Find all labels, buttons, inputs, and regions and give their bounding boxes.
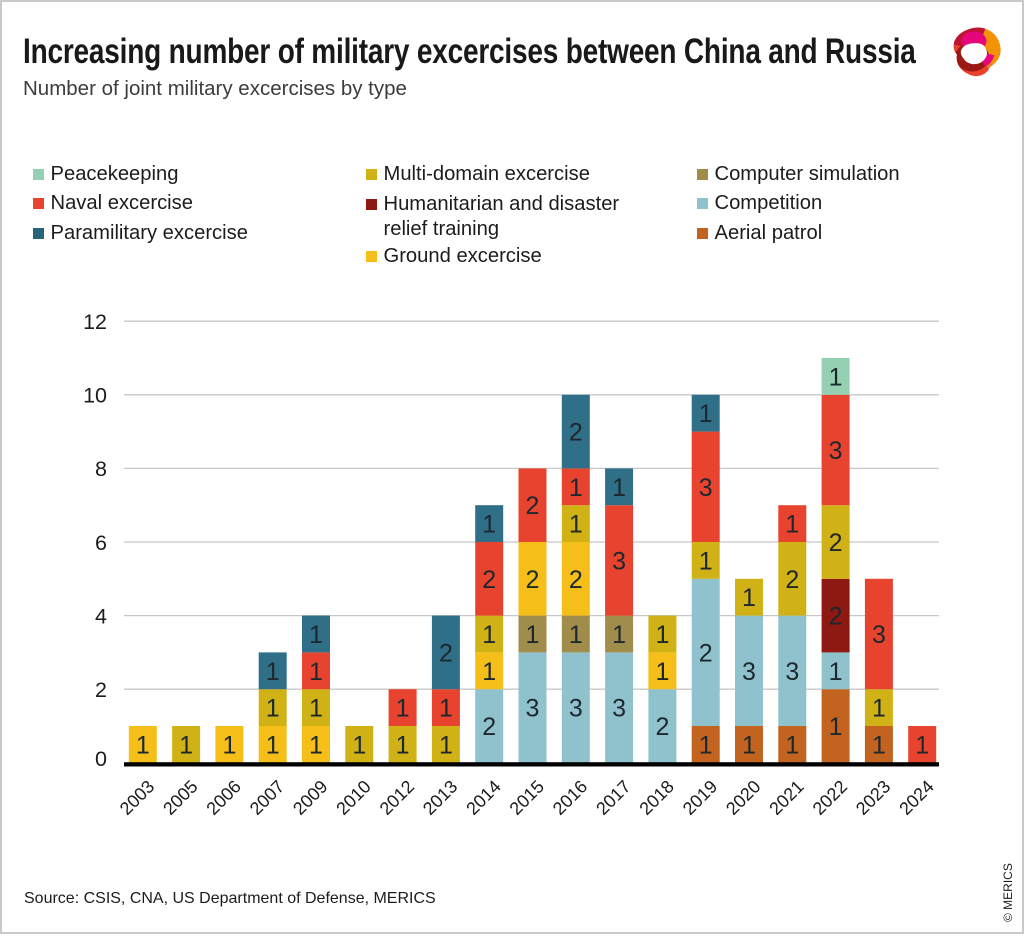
svg-text:3: 3 bbox=[872, 621, 886, 649]
svg-text:2: 2 bbox=[569, 419, 583, 447]
svg-text:1: 1 bbox=[655, 621, 669, 649]
svg-text:3: 3 bbox=[526, 695, 540, 723]
svg-text:2017: 2017 bbox=[592, 776, 634, 818]
svg-text:2024: 2024 bbox=[895, 776, 937, 818]
svg-text:0: 0 bbox=[95, 747, 107, 771]
svg-text:2023: 2023 bbox=[852, 776, 894, 818]
svg-text:1: 1 bbox=[569, 511, 583, 539]
svg-text:2: 2 bbox=[785, 566, 799, 594]
svg-text:2: 2 bbox=[829, 529, 843, 557]
svg-text:2006: 2006 bbox=[202, 776, 244, 818]
svg-text:1: 1 bbox=[222, 731, 236, 759]
svg-text:1: 1 bbox=[309, 658, 323, 686]
svg-text:1: 1 bbox=[785, 731, 799, 759]
svg-text:1: 1 bbox=[396, 695, 410, 723]
svg-text:1: 1 bbox=[482, 511, 496, 539]
svg-text:1: 1 bbox=[309, 731, 323, 759]
svg-text:2013: 2013 bbox=[419, 776, 461, 818]
svg-text:2: 2 bbox=[829, 603, 843, 631]
svg-text:2019: 2019 bbox=[679, 776, 721, 818]
svg-text:1: 1 bbox=[309, 695, 323, 723]
svg-text:2014: 2014 bbox=[462, 776, 504, 818]
svg-text:2: 2 bbox=[569, 566, 583, 594]
svg-text:2021: 2021 bbox=[765, 776, 807, 818]
svg-text:1: 1 bbox=[612, 474, 626, 502]
svg-text:10: 10 bbox=[83, 384, 107, 408]
svg-text:1: 1 bbox=[526, 621, 540, 649]
svg-text:1: 1 bbox=[266, 731, 280, 759]
svg-text:1: 1 bbox=[699, 547, 713, 575]
svg-text:12: 12 bbox=[83, 310, 107, 334]
svg-text:1: 1 bbox=[179, 731, 193, 759]
svg-text:2: 2 bbox=[699, 639, 713, 667]
svg-text:2007: 2007 bbox=[246, 776, 288, 818]
svg-text:2005: 2005 bbox=[159, 776, 201, 818]
svg-text:1: 1 bbox=[872, 731, 886, 759]
svg-text:2: 2 bbox=[482, 713, 496, 741]
svg-text:3: 3 bbox=[569, 695, 583, 723]
svg-text:2: 2 bbox=[526, 492, 540, 520]
svg-text:6: 6 bbox=[95, 531, 107, 555]
svg-text:3: 3 bbox=[612, 547, 626, 575]
svg-text:1: 1 bbox=[439, 695, 453, 723]
svg-text:1: 1 bbox=[829, 658, 843, 686]
svg-text:1: 1 bbox=[829, 363, 843, 391]
svg-text:1: 1 bbox=[699, 400, 713, 428]
svg-text:1: 1 bbox=[266, 658, 280, 686]
svg-text:1: 1 bbox=[439, 731, 453, 759]
svg-text:2022: 2022 bbox=[809, 776, 851, 818]
svg-text:1: 1 bbox=[136, 731, 150, 759]
svg-text:1: 1 bbox=[352, 731, 366, 759]
svg-text:1: 1 bbox=[309, 621, 323, 649]
svg-text:1: 1 bbox=[266, 695, 280, 723]
svg-text:1: 1 bbox=[612, 621, 626, 649]
svg-text:1: 1 bbox=[785, 511, 799, 539]
svg-text:3: 3 bbox=[699, 474, 713, 502]
svg-text:1: 1 bbox=[699, 731, 713, 759]
svg-text:1: 1 bbox=[482, 658, 496, 686]
svg-text:2010: 2010 bbox=[332, 776, 374, 818]
svg-text:1: 1 bbox=[915, 731, 929, 759]
svg-text:2: 2 bbox=[655, 713, 669, 741]
svg-text:1: 1 bbox=[655, 658, 669, 686]
svg-text:3: 3 bbox=[742, 658, 756, 686]
svg-text:2003: 2003 bbox=[116, 776, 158, 818]
svg-text:1: 1 bbox=[569, 621, 583, 649]
svg-text:2: 2 bbox=[482, 566, 496, 594]
svg-text:3: 3 bbox=[829, 437, 843, 465]
svg-text:8: 8 bbox=[95, 457, 107, 481]
svg-text:2012: 2012 bbox=[376, 776, 418, 818]
svg-text:1: 1 bbox=[742, 584, 756, 612]
svg-text:2015: 2015 bbox=[506, 776, 548, 818]
svg-text:3: 3 bbox=[612, 695, 626, 723]
svg-text:1: 1 bbox=[482, 621, 496, 649]
svg-text:1: 1 bbox=[742, 731, 756, 759]
svg-text:2009: 2009 bbox=[289, 776, 331, 818]
svg-text:2: 2 bbox=[439, 639, 453, 667]
svg-text:1: 1 bbox=[569, 474, 583, 502]
svg-text:2018: 2018 bbox=[635, 776, 677, 818]
svg-text:1: 1 bbox=[829, 713, 843, 741]
svg-text:3: 3 bbox=[785, 658, 799, 686]
svg-text:2020: 2020 bbox=[722, 776, 764, 818]
svg-text:2: 2 bbox=[95, 678, 107, 702]
svg-text:1: 1 bbox=[872, 695, 886, 723]
svg-text:2: 2 bbox=[526, 566, 540, 594]
svg-text:2016: 2016 bbox=[549, 776, 591, 818]
svg-text:4: 4 bbox=[95, 604, 107, 628]
svg-text:1: 1 bbox=[396, 731, 410, 759]
